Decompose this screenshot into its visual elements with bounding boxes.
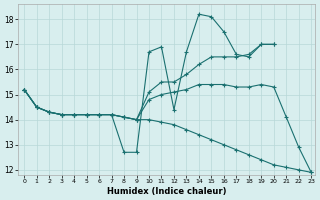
X-axis label: Humidex (Indice chaleur): Humidex (Indice chaleur) (107, 187, 226, 196)
